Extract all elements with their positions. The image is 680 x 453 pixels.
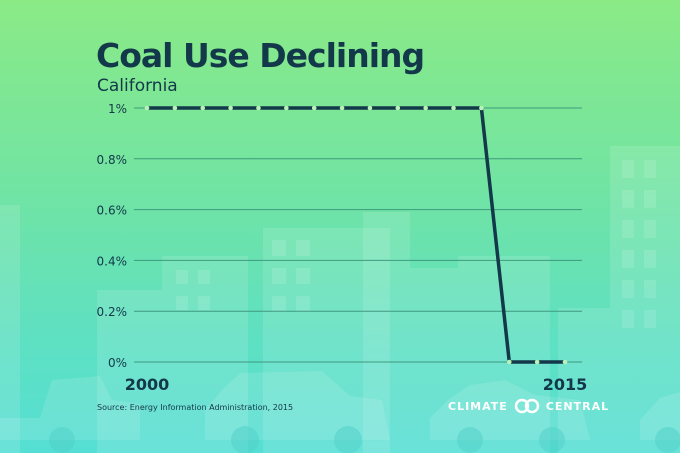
data-point xyxy=(451,105,456,111)
logo-text-central: CENTRAL xyxy=(545,399,610,413)
data-point xyxy=(228,105,233,111)
data-point xyxy=(200,105,206,111)
data-point xyxy=(284,105,289,111)
y-tick-label: 0.8% xyxy=(97,153,128,167)
data-point xyxy=(395,105,401,111)
data-point xyxy=(311,105,317,111)
y-tick-label: 0.2% xyxy=(97,305,128,319)
series-line xyxy=(145,106,567,364)
logo-text-climate: CLIMATE xyxy=(448,399,508,413)
data-point xyxy=(562,359,568,365)
data-point xyxy=(256,105,261,111)
x-tick-label: 2015 xyxy=(543,375,588,394)
chart-subtitle: California xyxy=(97,76,178,96)
source-note: Source: Energy Information Administratio… xyxy=(97,403,294,412)
data-point xyxy=(172,105,178,111)
x-tick-label: 2000 xyxy=(125,375,170,394)
data-point xyxy=(367,105,373,111)
data-point xyxy=(506,359,512,365)
data-point xyxy=(144,105,150,111)
logo-rings-icon xyxy=(514,398,540,414)
y-tick-label: 1% xyxy=(108,102,127,116)
climate-central-logo: CLIMATE CENTRAL xyxy=(448,396,609,416)
data-point xyxy=(534,359,540,365)
y-tick-label: 0.6% xyxy=(97,204,128,218)
data-point xyxy=(339,105,345,111)
y-tick-label: 0% xyxy=(108,356,127,370)
data-point xyxy=(423,105,428,111)
chart-title: Coal Use Declining xyxy=(96,36,425,75)
data-point xyxy=(479,105,484,111)
y-tick-label: 0.4% xyxy=(97,254,128,268)
